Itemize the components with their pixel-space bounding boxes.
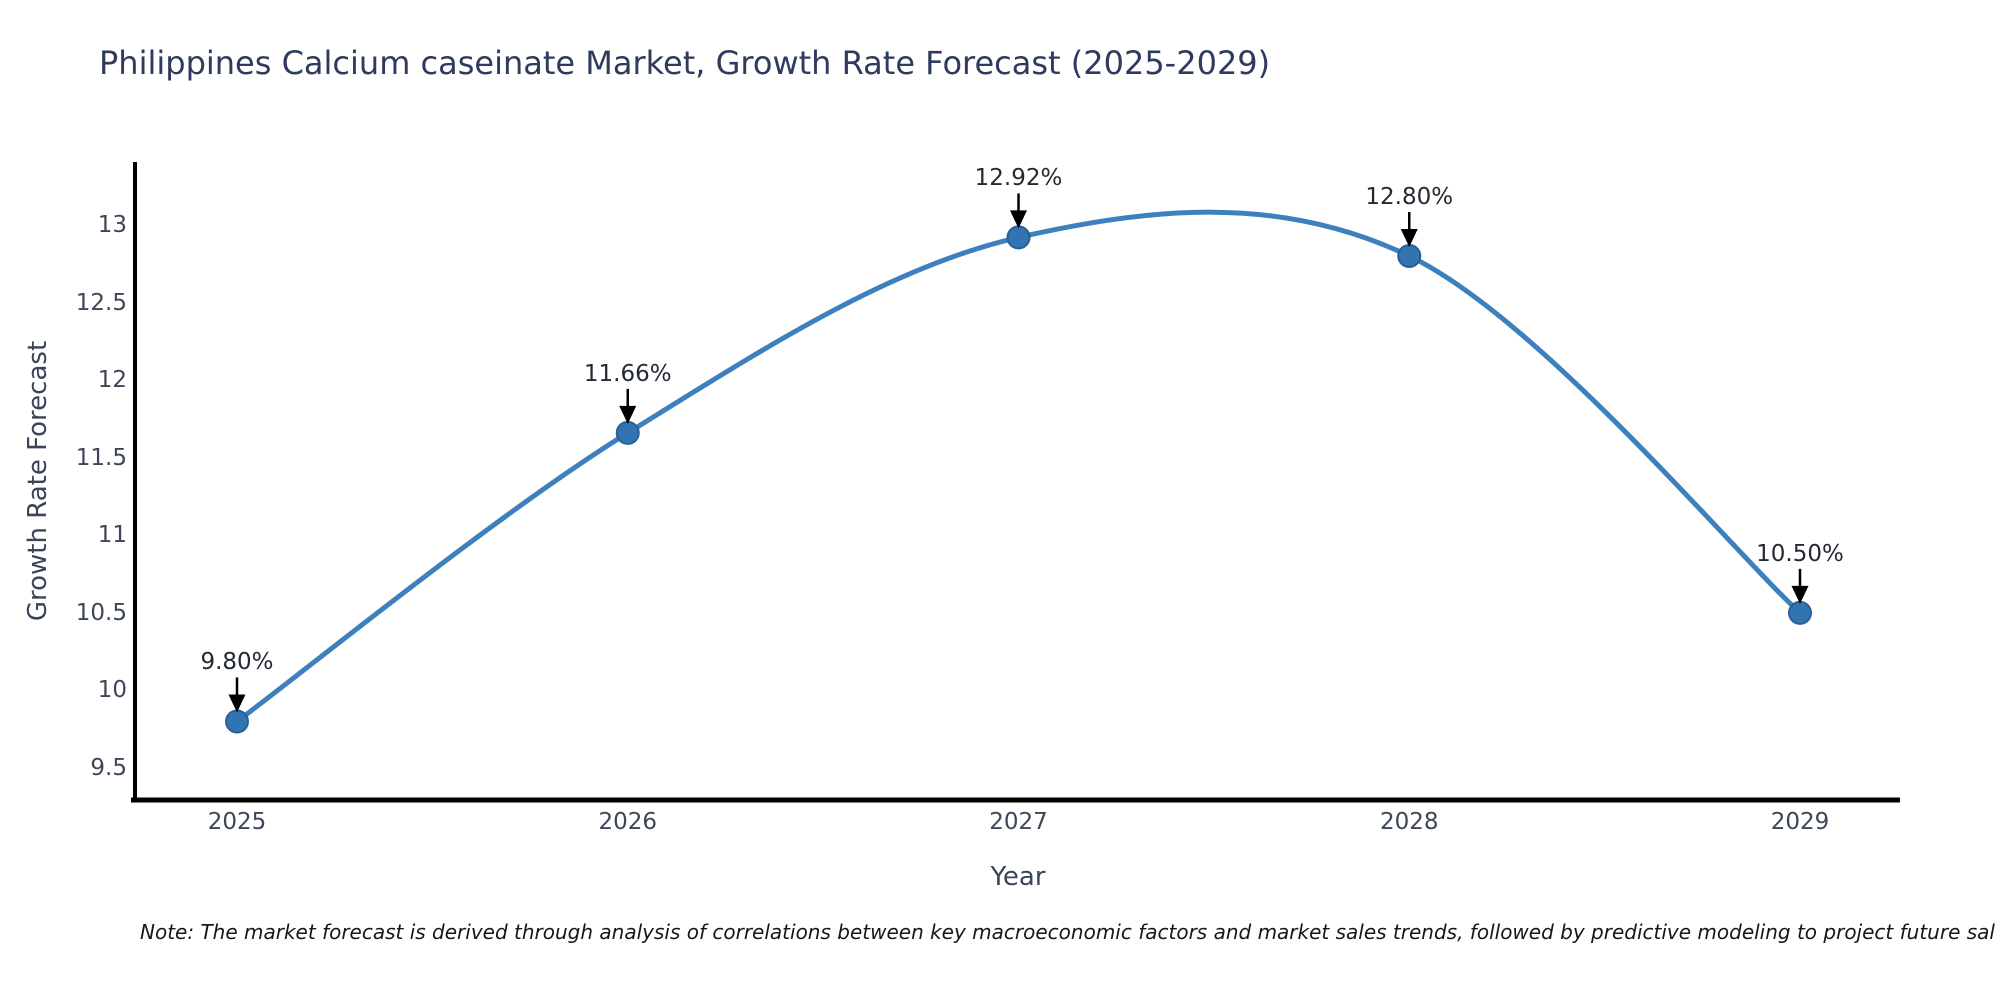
annotation-arrow-head — [619, 405, 637, 424]
annotation-arrow-head — [1400, 229, 1418, 248]
y-tick-label: 9.5 — [90, 755, 127, 781]
x-tick-label: 2028 — [1379, 809, 1439, 835]
data-point-marker — [615, 420, 640, 445]
y-tick-label: 10 — [97, 677, 127, 704]
x-tick-label: 2026 — [598, 809, 658, 835]
y-tick-label: 12 — [97, 367, 127, 394]
trend-line — [234, 209, 1803, 724]
data-point-label: 9.80% — [200, 649, 274, 676]
footnote: Note: The market forecast is derived thr… — [140, 920, 1995, 944]
data-point-marker — [225, 709, 249, 734]
x-tick-label: 2025 — [207, 809, 267, 835]
data-point-label: 10.50% — [1756, 540, 1844, 567]
x-tick-label: 2027 — [989, 809, 1048, 835]
y-tick-label: 13 — [97, 212, 127, 238]
annotation-arrow-head — [228, 694, 246, 713]
y-tick-label: 10.5 — [75, 599, 127, 626]
x-tick-label: 2029 — [1770, 809, 1830, 835]
annotation-arrow-head — [1010, 210, 1027, 229]
data-point-marker — [1788, 600, 1812, 625]
y-tick-label: 11.5 — [75, 444, 127, 471]
data-point-marker — [1006, 225, 1031, 250]
data-point-label: 12.92% — [974, 165, 1063, 192]
y-tick-label: 12.5 — [75, 289, 127, 316]
data-point-label: 11.66% — [583, 360, 672, 387]
y-tick-label: 11 — [97, 522, 127, 549]
x-axis-title: Year — [990, 862, 1046, 892]
annotation-arrow-head — [1791, 585, 1809, 604]
chart-title: Philippines Calcium caseinate Market, Gr… — [99, 44, 1271, 82]
data-point-marker — [1397, 244, 1422, 269]
data-point-label: 12.80% — [1365, 184, 1454, 211]
